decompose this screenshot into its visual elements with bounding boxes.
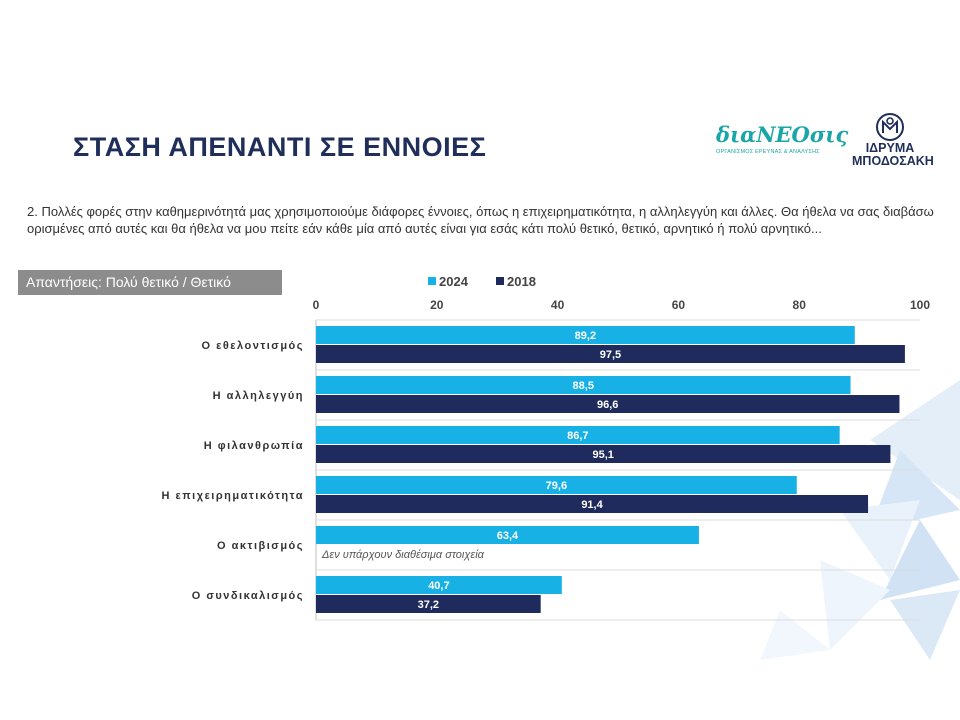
bar-2024 — [316, 526, 699, 544]
legend-label-2018: 2018 — [507, 274, 536, 289]
data-label-2024: 89,2 — [575, 330, 596, 342]
page-title: ΣΤΑΣΗ ΑΠΕΝΑΝΤΙ ΣΕ ΕΝΝΟΙΕΣ — [73, 132, 487, 162]
foundation-emblem-icon — [876, 113, 904, 141]
data-label-2018: 91,4 — [581, 499, 603, 511]
bar-2024 — [316, 326, 855, 344]
legend-swatch-2024 — [428, 277, 436, 285]
missing-data-note: Δεν υπάρχουν διαθέσιμα στοιχεία — [321, 549, 485, 561]
answers-filter-label: Απαντήσεις: Πολύ θετικό / Θετικό — [18, 270, 282, 295]
category-label: Ο συνδικαλισμός — [192, 590, 304, 602]
dianeosis-logo-subtitle: ΟΡΓΑΝΙΣΜΟΣ ΕΡΕΥΝΑΣ & ΑΝΑΛΥΣΗΣ — [716, 149, 820, 155]
x-tick-label: 100 — [910, 298, 930, 312]
x-tick-label: 80 — [793, 298, 807, 312]
bar-2018 — [316, 495, 869, 513]
data-label-2018: 96,6 — [597, 399, 618, 411]
bar-2024 — [316, 476, 797, 494]
x-tick-label: 60 — [672, 298, 686, 312]
dianeosis-logo: διαΝΕΟσις ΟΡΓΑΝΙΣΜΟΣ ΕΡΕΥΝΑΣ & ΑΝΑΛΥΣΗΣ — [716, 122, 849, 164]
legend-swatch-2018 — [496, 277, 504, 285]
legend-label-2024: 2024 — [439, 274, 469, 289]
dianeosis-logo-text: διαΝΕΟσις — [716, 122, 849, 147]
data-label-2018: 95,1 — [592, 449, 613, 461]
x-tick-label: 20 — [430, 298, 444, 312]
data-label-2024: 40,7 — [428, 580, 449, 592]
data-label-2018: 97,5 — [600, 349, 621, 361]
x-tick-label: 40 — [551, 298, 565, 312]
survey-question: 2. Πολλές φορές στην καθημερινότητά μας … — [27, 204, 934, 236]
bar-2024 — [316, 576, 562, 594]
category-label: Η επιχειρηματικότητα — [162, 490, 304, 502]
foundation-name-line1: ΙΔΡΥΜΑ — [865, 141, 915, 155]
data-label-2018: 37,2 — [418, 599, 439, 611]
data-label-2024: 86,7 — [567, 430, 588, 442]
bar-2024 — [316, 426, 840, 444]
category-label: Η αλληλεγγύη — [213, 390, 304, 402]
bar-2018 — [316, 595, 541, 613]
data-label-2024: 79,6 — [546, 480, 567, 492]
data-label-2024: 88,5 — [573, 380, 594, 392]
data-label-2024: 63,4 — [497, 530, 519, 542]
foundation-name-line2: ΜΠΟΔΟΣΑΚΗ — [852, 154, 934, 168]
bar-2018 — [316, 445, 891, 463]
bodossaki-foundation-logo: ΙΔΡΥΜΑ ΜΠΟΔΟΣΑΚΗ — [852, 112, 934, 172]
category-label: Η φιλανθρωπία — [204, 440, 304, 452]
bar-2018 — [316, 345, 905, 363]
x-tick-label: 0 — [313, 298, 320, 312]
bar-2018 — [316, 395, 900, 413]
category-label: Ο ακτιβισμός — [217, 540, 304, 552]
bar-2024 — [316, 376, 851, 394]
category-label: Ο εθελοντισμός — [202, 340, 304, 352]
